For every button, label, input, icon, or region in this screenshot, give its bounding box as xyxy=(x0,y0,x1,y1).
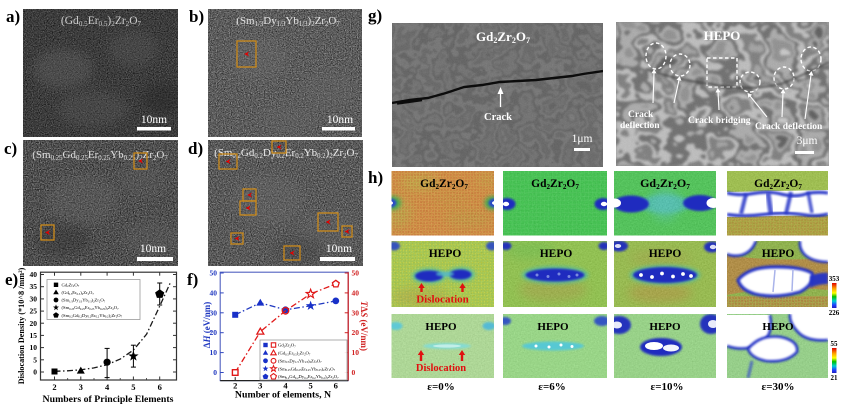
svg-text:50: 50 xyxy=(352,269,360,278)
svg-text:0: 0 xyxy=(352,368,356,377)
svg-text:20: 20 xyxy=(210,328,218,337)
svg-text:10nm: 10nm xyxy=(327,114,353,126)
svg-text:(Sm0.25Gd0.25Er0.25Yb0.25)2Zr2: (Sm0.25Gd0.25Er0.25Yb0.25)2Zr2O7 xyxy=(62,305,120,311)
svg-text:Gd2Zr2O7: Gd2Zr2O7 xyxy=(278,343,296,349)
svg-text:Gd2Zr2O7: Gd2Zr2O7 xyxy=(531,178,579,191)
svg-text:20: 20 xyxy=(30,319,38,328)
svg-text:10: 10 xyxy=(352,348,360,357)
svg-text:21: 21 xyxy=(831,374,839,382)
svg-text:Gd2Zr2O7: Gd2Zr2O7 xyxy=(62,282,80,288)
svg-text:35: 35 xyxy=(30,282,38,291)
svg-text:3: 3 xyxy=(258,381,262,391)
svg-text:(Sm1/3Dy1/3Yb1/3)2Zr2O7: (Sm1/3Dy1/3Yb1/3)2Zr2O7 xyxy=(236,15,340,28)
svg-text:5: 5 xyxy=(33,355,37,364)
svg-text:Dislocation: Dislocation xyxy=(416,363,466,374)
svg-text:(Sm0.2Gd0.2Dy0.2Er0.2Yb0.2)2Zr: (Sm0.2Gd0.2Dy0.2Er0.2Yb0.2)2Zr2O7 xyxy=(214,147,358,160)
svg-text:HEPO: HEPO xyxy=(649,248,682,260)
svg-text:30: 30 xyxy=(210,308,218,317)
svg-text:Gd2Zr2O7: Gd2Zr2O7 xyxy=(476,29,530,45)
svg-text:6: 6 xyxy=(334,381,338,391)
svg-text:(Gd0.5Er0.5)2Zr2O7: (Gd0.5Er0.5)2Zr2O7 xyxy=(278,351,311,357)
svg-text:Crack: Crack xyxy=(628,110,654,120)
svg-text:Number of elements, N: Number of elements, N xyxy=(235,390,331,401)
svg-text:HEPO: HEPO xyxy=(762,248,795,260)
svg-text:Crack: Crack xyxy=(484,112,512,123)
svg-text:10nm: 10nm xyxy=(141,114,167,126)
svg-text:55: 55 xyxy=(831,340,839,348)
svg-text:HEPO: HEPO xyxy=(704,28,741,43)
svg-text:2: 2 xyxy=(233,381,237,391)
svg-text:226: 226 xyxy=(829,309,840,317)
svg-text:6: 6 xyxy=(158,382,162,392)
svg-text:50: 50 xyxy=(210,269,218,278)
svg-text:Crack bridging: Crack bridging xyxy=(688,116,751,126)
svg-text:Dislocation: Dislocation xyxy=(416,294,469,306)
svg-text:ΔH (eV/nm): ΔH (eV/nm) xyxy=(202,302,212,348)
svg-text:3: 3 xyxy=(79,382,83,392)
svg-text:(Sm1/3Dy1/3Yb1/3)2Zr2O7: (Sm1/3Dy1/3Yb1/3)2Zr2O7 xyxy=(62,298,106,304)
svg-text:0: 0 xyxy=(213,368,217,377)
svg-text:40: 40 xyxy=(210,288,218,297)
svg-text:(Gd0.5Er0.5)2Zr2O7: (Gd0.5Er0.5)2Zr2O7 xyxy=(62,290,95,296)
svg-text:ε=30%: ε=30% xyxy=(762,381,795,393)
svg-text:deflection: deflection xyxy=(620,121,660,131)
svg-text:HEPO: HEPO xyxy=(425,321,457,333)
svg-text:1μm: 1μm xyxy=(572,133,593,145)
svg-text:(Sm0.25Gd0.25Er0.25Yb0.25)2Zr2: (Sm0.25Gd0.25Er0.25Yb0.25)2Zr2O7 xyxy=(32,149,168,162)
svg-text:HEPO: HEPO xyxy=(540,248,573,260)
svg-text:10: 10 xyxy=(210,348,218,357)
svg-text:20: 20 xyxy=(352,328,360,337)
svg-text:25: 25 xyxy=(30,307,38,316)
svg-text:HEPO: HEPO xyxy=(429,248,462,260)
svg-text:ε=0%: ε=0% xyxy=(427,381,454,393)
svg-text:(Sm0.2Gd0.2Dy0.2Er0.2Yb0.2)2Zr: (Sm0.2Gd0.2Dy0.2Er0.2Yb0.2)2Zr2O7 xyxy=(278,374,339,380)
svg-text:5: 5 xyxy=(308,381,312,391)
svg-text:Gd2Zr2O7: Gd2Zr2O7 xyxy=(754,178,802,191)
svg-text:10nm: 10nm xyxy=(326,243,352,255)
svg-text:Gd2Zr2O7: Gd2Zr2O7 xyxy=(640,176,690,191)
svg-text:Numbers of Principle Elements: Numbers of Principle Elements xyxy=(43,394,174,405)
svg-text:ε=6%: ε=6% xyxy=(538,381,565,393)
svg-text:2: 2 xyxy=(52,382,56,392)
svg-text:(Sm0.2Gd0.2Dy0.2Er0.2Yb0.2)2Zr: (Sm0.2Gd0.2Dy0.2Er0.2Yb0.2)2Zr2O7 xyxy=(62,313,123,319)
svg-text:15: 15 xyxy=(30,331,38,340)
svg-text:Dislocation Density (*10^8 /mm: Dislocation Density (*10^8 /mm²) xyxy=(17,267,26,384)
svg-text:40: 40 xyxy=(352,288,360,297)
svg-text:353: 353 xyxy=(829,275,840,283)
svg-text:ε=10%: ε=10% xyxy=(651,381,684,393)
svg-text:HEPO: HEPO xyxy=(537,321,569,333)
svg-text:10: 10 xyxy=(30,343,38,352)
svg-text:Gd2Zr2O7: Gd2Zr2O7 xyxy=(420,178,468,191)
svg-text:Crack deflection: Crack deflection xyxy=(755,122,823,132)
svg-text:40: 40 xyxy=(30,270,38,279)
svg-text:TΔS (eV/nm): TΔS (eV/nm) xyxy=(359,301,369,351)
svg-text:(Sm0.25Gd0.25Er0.25Yb0.25)2Zr2: (Sm0.25Gd0.25Er0.25Yb0.25)2Zr2O7 xyxy=(278,366,336,372)
svg-text:HEPO: HEPO xyxy=(649,321,681,333)
svg-text:30: 30 xyxy=(352,308,360,317)
svg-text:10nm: 10nm xyxy=(140,243,166,255)
svg-text:5: 5 xyxy=(131,382,135,392)
svg-text:3μm: 3μm xyxy=(797,135,818,147)
svg-text:HEPO: HEPO xyxy=(762,321,794,333)
svg-text:0: 0 xyxy=(33,368,37,377)
svg-text:30: 30 xyxy=(30,294,38,303)
svg-text:4: 4 xyxy=(283,381,288,391)
svg-text:(Gd0.5Er0.5)2Zr2O7: (Gd0.5Er0.5)2Zr2O7 xyxy=(61,15,142,28)
svg-text:4: 4 xyxy=(105,382,110,392)
svg-text:(Sm1/3Dy1/3Yb1/3)2Zr2O7: (Sm1/3Dy1/3Yb1/3)2Zr2O7 xyxy=(278,358,322,364)
